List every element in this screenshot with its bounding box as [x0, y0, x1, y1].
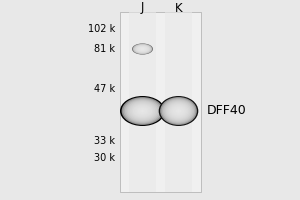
Text: DFF40: DFF40 — [207, 104, 247, 117]
Ellipse shape — [133, 44, 152, 54]
Bar — [129, 12, 156, 192]
Ellipse shape — [174, 108, 183, 114]
Text: 102 k: 102 k — [88, 24, 116, 34]
Ellipse shape — [170, 105, 187, 117]
Ellipse shape — [140, 48, 145, 50]
Ellipse shape — [136, 107, 149, 115]
Ellipse shape — [134, 44, 152, 54]
Ellipse shape — [164, 100, 193, 122]
Text: K: K — [175, 1, 182, 15]
Ellipse shape — [126, 100, 159, 122]
Ellipse shape — [136, 45, 149, 53]
Ellipse shape — [135, 45, 150, 53]
Ellipse shape — [136, 46, 148, 52]
Ellipse shape — [122, 97, 164, 125]
Ellipse shape — [171, 106, 186, 116]
Ellipse shape — [139, 109, 146, 113]
Ellipse shape — [161, 98, 196, 124]
Ellipse shape — [159, 96, 198, 126]
Ellipse shape — [128, 101, 157, 121]
Ellipse shape — [169, 104, 188, 118]
Text: 47 k: 47 k — [94, 84, 116, 94]
Bar — [120, 12, 201, 192]
Ellipse shape — [173, 107, 184, 115]
Ellipse shape — [176, 109, 181, 113]
Text: J: J — [141, 1, 144, 15]
Text: 33 k: 33 k — [94, 136, 116, 146]
Ellipse shape — [177, 110, 180, 112]
Ellipse shape — [138, 108, 147, 114]
Ellipse shape — [160, 97, 197, 125]
Ellipse shape — [137, 46, 148, 52]
Bar — [165, 12, 192, 192]
Ellipse shape — [141, 48, 144, 50]
Ellipse shape — [138, 47, 147, 51]
Ellipse shape — [141, 110, 144, 112]
Text: 81 k: 81 k — [94, 44, 116, 54]
Ellipse shape — [139, 47, 146, 51]
Text: 30 k: 30 k — [94, 153, 116, 163]
Ellipse shape — [140, 47, 146, 51]
Ellipse shape — [123, 98, 162, 124]
Ellipse shape — [167, 102, 190, 120]
Ellipse shape — [134, 45, 151, 53]
Ellipse shape — [130, 102, 155, 120]
Ellipse shape — [132, 43, 153, 55]
Ellipse shape — [134, 106, 151, 116]
Ellipse shape — [125, 99, 160, 123]
Ellipse shape — [131, 104, 154, 118]
Ellipse shape — [163, 99, 194, 123]
Ellipse shape — [133, 105, 152, 117]
Ellipse shape — [120, 96, 165, 126]
Ellipse shape — [166, 101, 191, 121]
